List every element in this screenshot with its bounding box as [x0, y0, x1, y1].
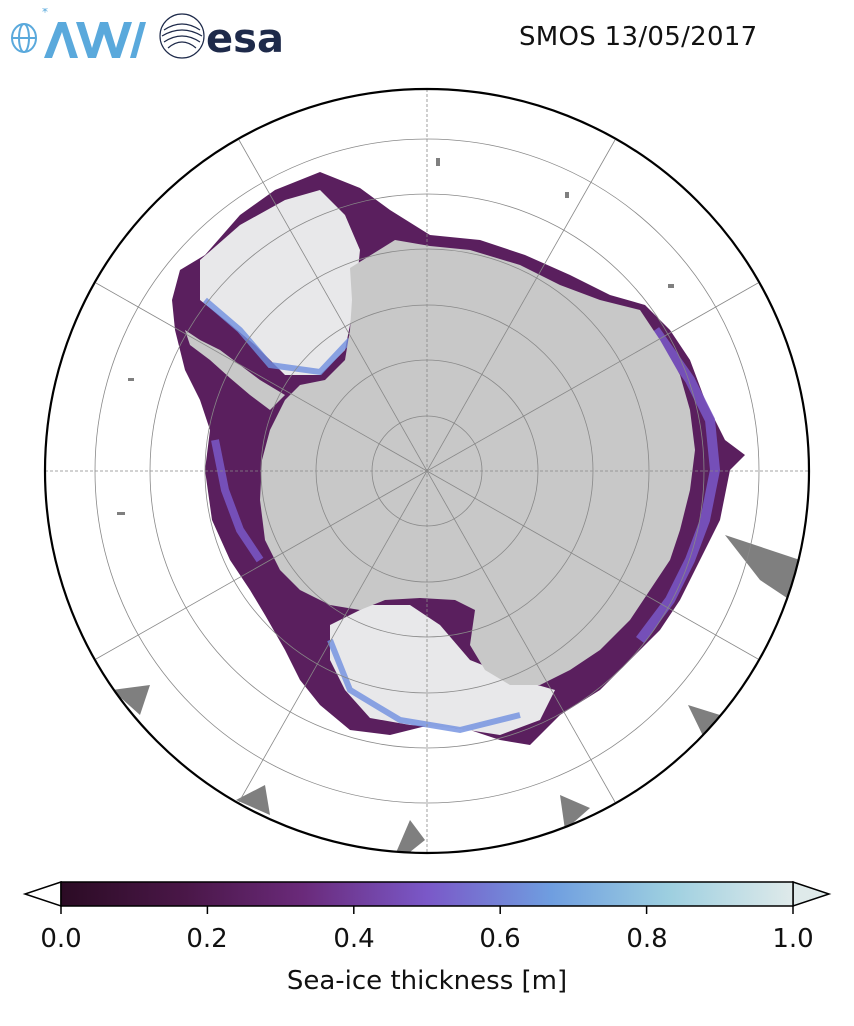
colorbar-extend-max [792, 880, 832, 908]
colorbar-extend-min [22, 880, 62, 908]
esa-logo: esa [156, 8, 306, 64]
colorbar-tick-label: 1.0 [772, 924, 814, 954]
colorbar-tick-label: 0.0 [40, 924, 82, 954]
colorbar-tick-label: 0.8 [626, 924, 668, 954]
antarctic-peninsula [185, 330, 285, 410]
graticule-meridians [45, 89, 809, 853]
colorbar-ramp [60, 881, 794, 907]
colorbar-ticks [60, 906, 794, 914]
svg-text:esa: esa [206, 16, 284, 62]
colorbar-tick-label: 0.4 [333, 924, 375, 954]
svg-text:*: * [42, 8, 48, 19]
map-boundary [43, 87, 811, 855]
colorbar-tick-label: 0.2 [186, 924, 228, 954]
product-title: SMOS 13/05/2017 [519, 22, 758, 52]
colorbar [22, 880, 832, 914]
awi-logo: * [6, 5, 146, 64]
sea-ice-ross [330, 605, 555, 735]
colorbar-label: Sea-ice thickness [m] [286, 966, 568, 996]
colorbar-tick-label: 0.6 [479, 924, 521, 954]
